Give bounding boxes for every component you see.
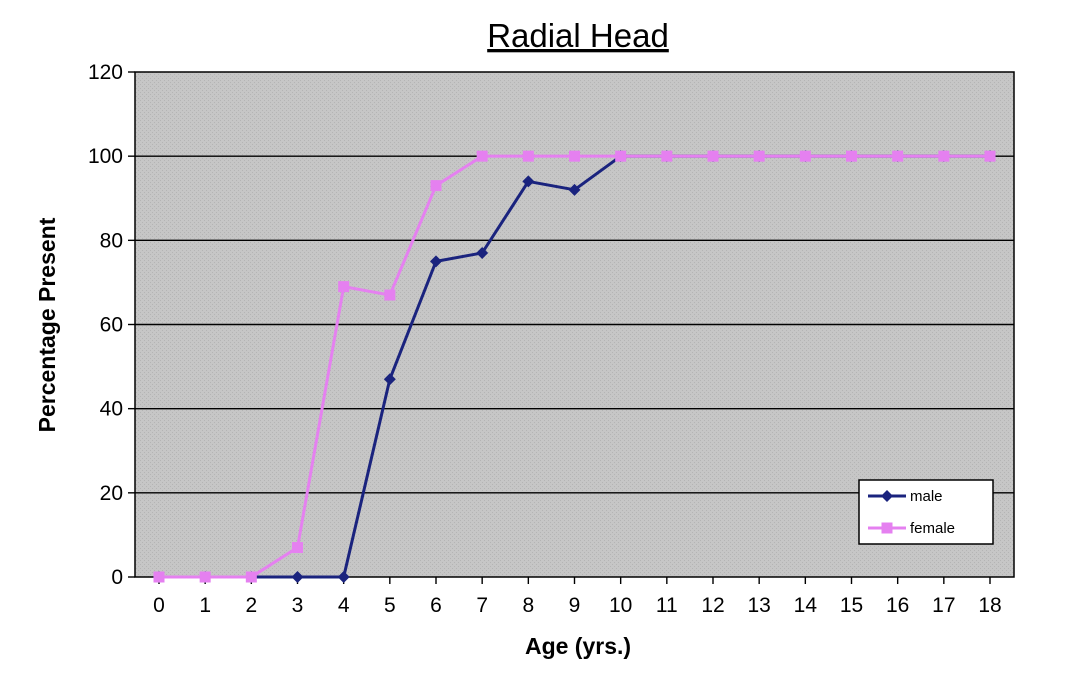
data-point-male — [337, 571, 350, 583]
y-tick-label: 80 — [100, 229, 123, 252]
x-tick-label: 15 — [840, 594, 863, 617]
data-point-male — [522, 175, 535, 188]
x-tick-label: 9 — [569, 594, 581, 617]
data-point-female — [338, 281, 350, 293]
legend-box — [858, 479, 994, 545]
data-point-female — [661, 150, 673, 162]
x-tick-label: 0 — [153, 594, 165, 617]
x-tick-label: 13 — [747, 594, 770, 617]
series-group — [153, 150, 996, 583]
x-tick-label: 7 — [476, 594, 488, 617]
x-tick-label: 17 — [932, 594, 955, 617]
x-axis: 0 1 2 3 4 5 6 7 8 9 10 11 12 13 14 15 16 17 18 — [153, 577, 1002, 617]
x-tick-label: 14 — [794, 594, 818, 617]
data-point-female — [245, 571, 257, 583]
x-axis-title: Age (yrs.) — [525, 633, 631, 659]
y-tick-label: 60 — [100, 314, 123, 337]
data-point-female — [199, 571, 211, 583]
legend-label-male: male — [910, 488, 943, 505]
data-point-female — [799, 150, 811, 162]
x-tick-label: 8 — [522, 594, 534, 617]
data-point-female — [153, 571, 165, 583]
y-tick-label: 0 — [111, 566, 123, 589]
x-tick-label: 10 — [609, 594, 632, 617]
legend: male female — [858, 479, 994, 545]
legend-swatch-marker — [881, 490, 893, 502]
data-point-female — [938, 150, 950, 162]
x-tick-label: 12 — [701, 594, 724, 617]
x-tick-label: 11 — [656, 594, 678, 617]
data-point-female — [984, 150, 996, 162]
data-point-female — [384, 289, 396, 301]
data-point-male — [568, 183, 581, 196]
data-point-female — [522, 150, 534, 162]
x-tick-label: 5 — [384, 594, 396, 617]
x-tick-label: 3 — [292, 594, 304, 617]
data-point-female — [707, 150, 719, 162]
x-tick-label: 1 — [199, 594, 211, 617]
y-tick-label: 120 — [88, 61, 123, 84]
data-point-female — [615, 150, 627, 162]
series-female — [153, 150, 996, 583]
data-point-female — [430, 180, 442, 192]
legend-label-female: female — [910, 520, 955, 537]
data-point-male — [383, 373, 396, 386]
chart-title: Radial Head — [487, 17, 669, 54]
data-point-female — [846, 150, 857, 162]
x-tick-label: 4 — [338, 594, 350, 617]
data-point-male — [291, 571, 304, 583]
data-point-female — [292, 542, 303, 554]
data-point-male — [476, 246, 489, 259]
data-point-female — [476, 150, 488, 162]
data-point-female — [569, 150, 580, 162]
y-axis: 0 20 40 60 80 100 120 — [88, 61, 135, 589]
x-tick-label: 2 — [245, 594, 257, 617]
y-tick-label: 20 — [100, 482, 123, 505]
data-point-female — [892, 150, 904, 162]
y-tick-label: 40 — [100, 398, 123, 421]
x-tick-label: 18 — [978, 594, 1001, 617]
data-point-male — [430, 255, 442, 268]
y-tick-label: 100 — [88, 145, 123, 168]
x-tick-label: 16 — [886, 594, 909, 617]
x-tick-label: 6 — [430, 594, 442, 617]
y-axis-title: Percentage Present — [34, 217, 60, 432]
legend-swatch-marker — [881, 522, 893, 534]
data-point-female — [753, 150, 765, 162]
